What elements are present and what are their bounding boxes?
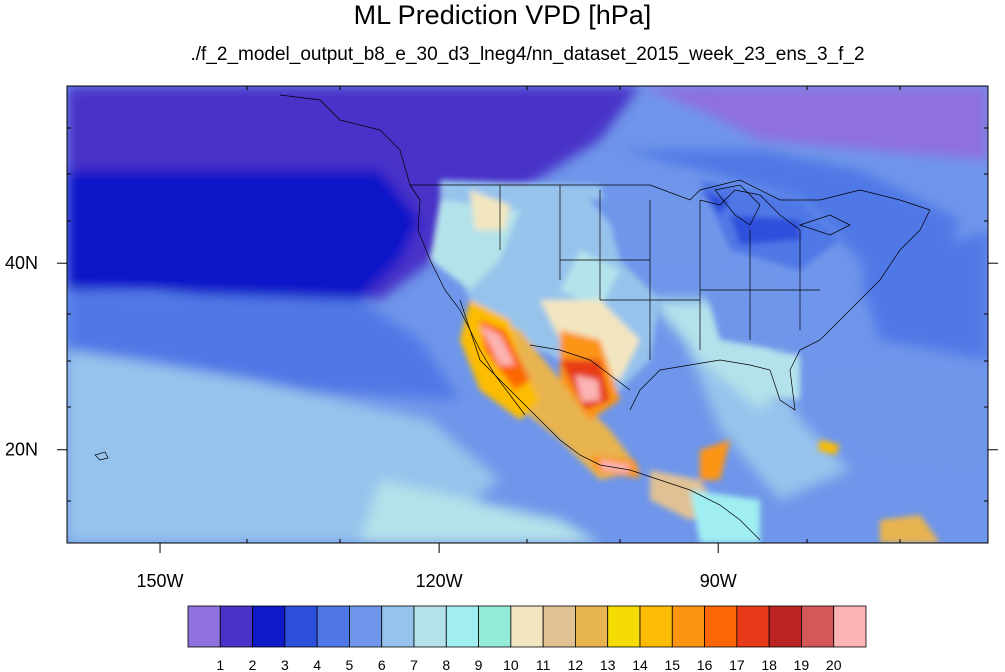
axis-layer: 150W 120W 90W 40N 20N <box>5 253 998 591</box>
colorbar-label: 11 <box>536 657 551 672</box>
colorbar-swatch <box>639 605 673 648</box>
colorbar-swatch <box>381 605 415 648</box>
colorbar-swatch <box>187 605 221 648</box>
colorbar-swatch <box>671 605 705 648</box>
colorbar-swatch <box>349 605 383 648</box>
colorbar-swatch <box>478 605 512 648</box>
colorbar-swatch <box>413 605 447 648</box>
colorbar-label: 12 <box>568 657 584 672</box>
lon-tick-label: 90W <box>700 571 737 591</box>
colorbar-label: 8 <box>442 657 450 672</box>
colorbar-swatch <box>542 605 576 648</box>
colorbar-swatch <box>801 605 835 648</box>
minor-ticks <box>67 86 988 543</box>
colorbar: 1 2 3 4 5 6 7 8 9 10 11 12 13 14 15 16 17 18 19 20 <box>187 605 867 672</box>
coastlines <box>94 94 931 541</box>
lat-tick-label: 20N <box>5 440 38 460</box>
colorbar-swatch <box>316 605 350 648</box>
vpd-field <box>67 86 988 543</box>
colorbar-label: 19 <box>794 657 810 672</box>
colorbar-label: 10 <box>503 657 519 672</box>
colorbar-label: 1 <box>216 657 224 672</box>
colorbar-label: 9 <box>475 657 483 672</box>
colorbar-swatch <box>833 605 867 648</box>
colorbar-swatch <box>445 605 479 648</box>
colorbar-swatch <box>219 605 253 648</box>
colorbar-label: 6 <box>378 657 386 672</box>
colorbar-swatch <box>252 605 286 648</box>
map-title: ML Prediction VPD [hPa] <box>353 0 652 30</box>
lat-tick-label: 40N <box>5 253 38 273</box>
colorbar-swatch <box>704 605 738 648</box>
colorbar-label: 14 <box>632 657 648 672</box>
colorbar-swatch <box>607 605 641 648</box>
colorbar-label: 3 <box>281 657 289 672</box>
colorbar-swatch <box>510 605 544 648</box>
map-subtitle: ./f_2_model_output_b8_e_30_d3_lneg4/nn_d… <box>190 44 865 65</box>
colorbar-label: 15 <box>664 657 680 672</box>
colorbar-label: 13 <box>600 657 616 672</box>
colorbar-label: 4 <box>313 657 321 672</box>
colorbar-label: 20 <box>826 657 842 672</box>
colorbar-label: 17 <box>729 657 745 672</box>
lon-tick-label: 120W <box>416 571 463 591</box>
colorbar-label: 2 <box>249 657 257 672</box>
colorbar-label: 18 <box>761 657 777 672</box>
colorbar-label: 16 <box>697 657 713 672</box>
colorbar-swatch <box>768 605 802 648</box>
colorbar-label: 5 <box>346 657 354 672</box>
colorbar-swatch <box>575 605 609 648</box>
colorbar-swatch <box>284 605 318 648</box>
colorbar-label: 7 <box>410 657 418 672</box>
lon-tick-label: 150W <box>137 571 184 591</box>
colorbar-swatch <box>736 605 770 648</box>
